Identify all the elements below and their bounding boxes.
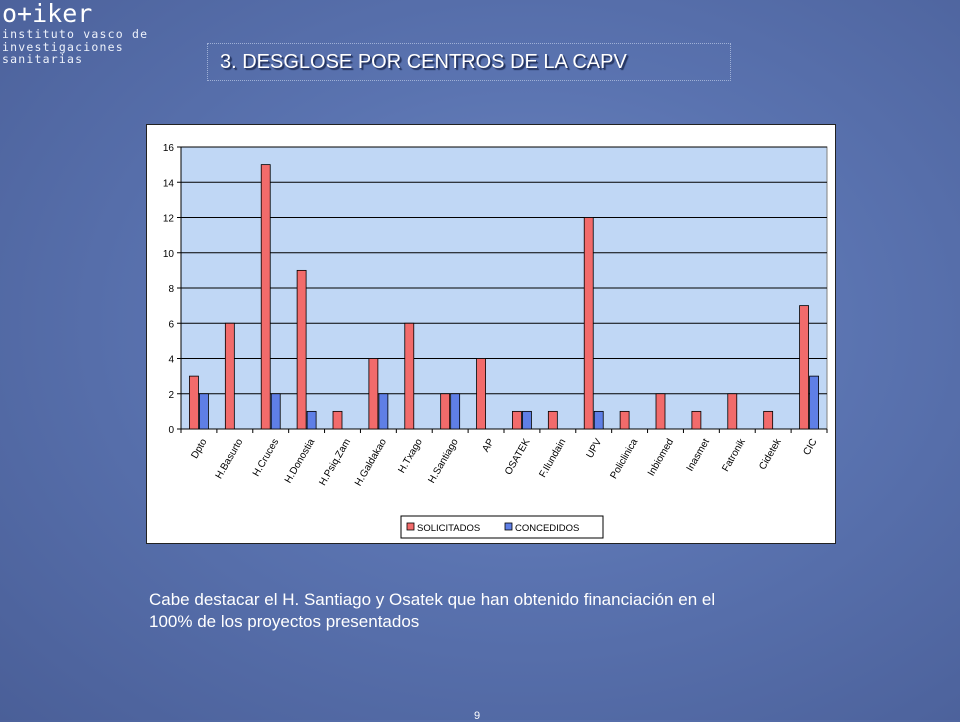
bar-chart: 0 2 4 6 8 10 12 14 16 Dpto H.Basurto H.Cruces H.Dono… (163, 143, 828, 539)
y-tick-label: 0 (168, 425, 174, 436)
bar-solicitados (189, 375, 199, 430)
y-tick-label: 14 (163, 178, 175, 189)
legend-swatch-solicitados (406, 522, 415, 531)
bar-solicitados (476, 358, 486, 430)
logo-brand: o+iker (2, 0, 93, 28)
y-tick-label: 10 (163, 249, 175, 260)
x-tick-label: Inasmet (685, 437, 712, 473)
bar-solicitados (440, 393, 451, 430)
logo-line-3: sanitarias (2, 52, 84, 66)
title-box: 3. DESGLOSE POR CENTROS DE LA CAPV (207, 43, 731, 81)
bar-solicitados (224, 322, 235, 430)
bar-solicitados (512, 410, 522, 430)
bar-solicitados (404, 322, 415, 430)
x-tick-label: H.Basurto (214, 437, 246, 481)
y-tick-label: 16 (163, 143, 175, 154)
caption-line-1: Cabe destacar el H. Santiago y Osatek qu… (149, 590, 716, 609)
x-tick-label: Fatronik (720, 436, 748, 474)
bar-solicitados (763, 410, 774, 430)
x-tick-label: AP (480, 437, 496, 454)
bar-concedidos (378, 393, 389, 430)
bar-solicitados (332, 410, 343, 430)
y-tick-label: 6 (168, 319, 174, 330)
bar-concedidos (522, 410, 532, 430)
bar-concedidos (593, 410, 604, 430)
bar-solicitados (655, 393, 666, 430)
bar-solicitados (368, 358, 379, 430)
bar-concedidos (450, 393, 461, 430)
slide-title: 3. DESGLOSE POR CENTROS DE LA CAPV (220, 51, 627, 73)
bar-solicitados (799, 305, 809, 430)
bar-concedidos (270, 393, 281, 430)
bar-concedidos (306, 410, 317, 430)
x-tick-label: H.Cruces (251, 437, 281, 479)
bar-concedidos (199, 393, 209, 430)
legend-swatch-concedidos (504, 522, 513, 531)
x-tick-label: UPV (585, 437, 605, 461)
logo: o+iker instituto vasco de investigacione… (2, 0, 148, 66)
x-tick-label: Dpto (189, 437, 209, 461)
bar-solicitados (691, 410, 702, 430)
caption-line-2: 100% de los proyectos presentados (149, 612, 420, 631)
x-tick-label: F.Ilundain (537, 437, 568, 480)
x-tick-label: H.Galdakao (353, 437, 389, 489)
y-tick-label: 2 (168, 390, 174, 401)
bar-solicitados (547, 410, 558, 430)
logo-line-1: instituto vasco de (2, 27, 149, 41)
bar-concedidos (809, 375, 819, 430)
x-tick-label: Cidetek (757, 436, 784, 472)
legend-label-concedidos: CONCEDIDOS (515, 523, 579, 534)
y-tick-label: 12 (163, 214, 175, 225)
caption: Cabe destacar el H. Santiago y Osatek qu… (149, 589, 889, 633)
x-tick-label: H.Txago (396, 437, 425, 476)
bar-solicitados (296, 269, 307, 430)
bar-solicitados (583, 217, 594, 430)
x-tick-label: Inbiomed (646, 437, 676, 478)
bar-solicitados (260, 164, 271, 430)
x-tick-label: OSATEK (503, 437, 533, 477)
y-tick-label: 8 (168, 284, 174, 295)
y-tick-label: 4 (168, 355, 174, 366)
legend-label-solicitados: SOLICITADOS (417, 523, 480, 534)
legend-box (400, 515, 604, 539)
logo-line-2: investigaciones (2, 39, 124, 54)
bar-solicitados (619, 410, 630, 430)
chart-frame: 0 2 4 6 8 10 12 14 16 Dpto H.Basurto H.Cruces H.Dono… (146, 124, 836, 544)
x-tick-label: Policlinica (608, 437, 640, 481)
bar-solicitados (727, 393, 738, 430)
page-number: 9 (474, 710, 481, 722)
x-tick-label: H.Donostia (283, 437, 317, 486)
x-tick-label: CIC (802, 437, 820, 457)
x-tick-label: H.Santiago (426, 437, 460, 486)
x-tick-label: H.Psiq.Zam (317, 437, 353, 488)
